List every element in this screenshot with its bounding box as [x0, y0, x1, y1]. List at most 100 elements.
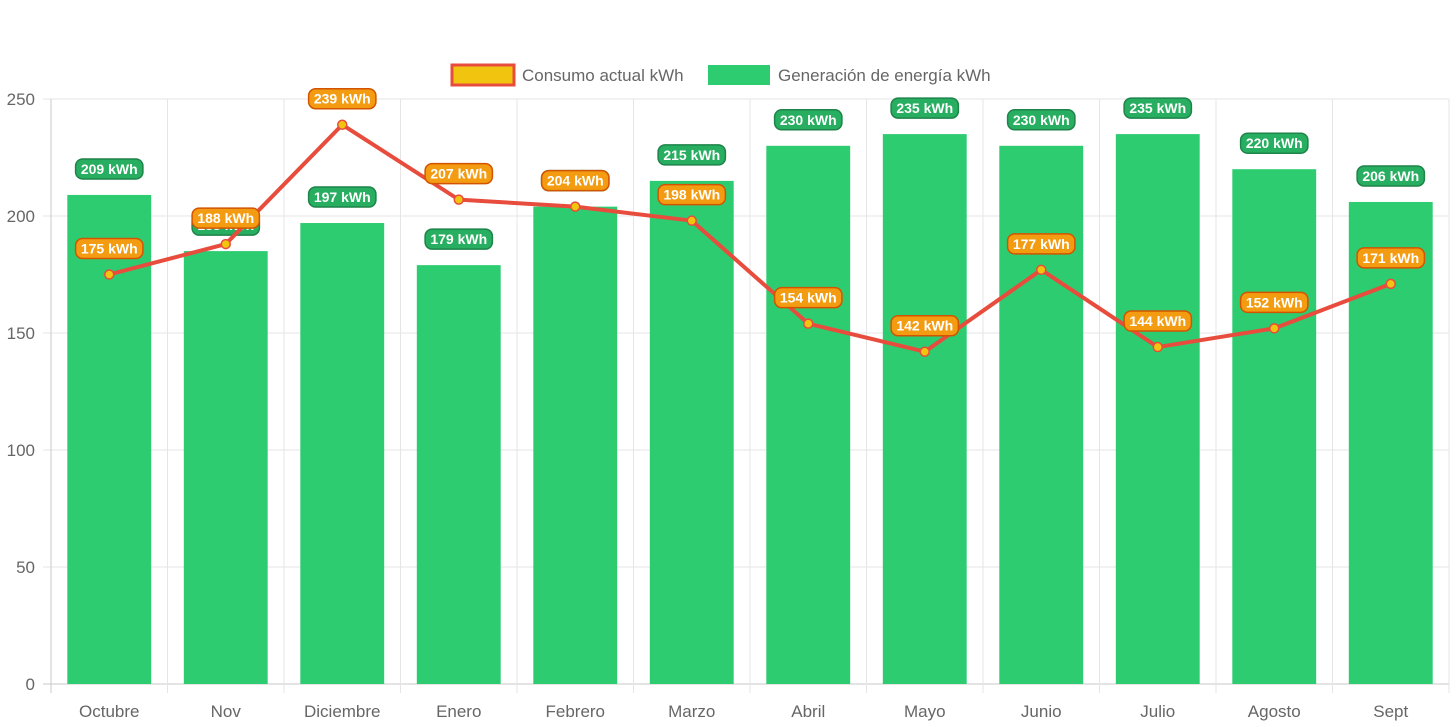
line-point[interactable] [1036, 264, 1047, 276]
line-value-label-text: 154 kWh [780, 290, 837, 306]
line-value-label-bg [191, 207, 261, 229]
line-value-label-text: 188 kWh [197, 210, 254, 226]
line-value-label-text: 142 kWh [896, 318, 953, 334]
bar-value-label-bg [1239, 132, 1309, 154]
y-tick-label: 100 [7, 441, 35, 460]
line-value-label-bg [1239, 291, 1309, 314]
line-value-label-text: 207 kWh [430, 166, 487, 182]
bar-value-label-text: 220 kWh [1246, 135, 1303, 151]
line-value-label: 175 kWh [74, 237, 144, 260]
bar[interactable] [533, 206, 618, 684]
bar-value-label-text: 215 kWh [663, 147, 720, 163]
line-value-label-bg [890, 314, 960, 337]
line-value-label: 171 kWh [1356, 247, 1426, 269]
chart-grid [43, 98, 1450, 693]
bar-value-label-text: 230 kWh [1013, 112, 1070, 128]
line-value-label-bg [773, 286, 843, 309]
x-tick-label: Sept [1373, 702, 1408, 721]
line-value-label-text: 175 kWh [81, 241, 138, 257]
bar-value-label-bg [424, 228, 494, 250]
legend-label-generacion[interactable]: Generación de energía kWh [778, 66, 991, 85]
bar-value-label-text: 209 kWh [81, 161, 138, 177]
bar[interactable] [766, 145, 851, 685]
bar-value-label: 197 kWh [307, 186, 377, 208]
bar[interactable] [649, 180, 734, 684]
legend-label-consumo[interactable]: Consumo actual kWh [522, 66, 684, 85]
line-value-label-text: 144 kWh [1129, 313, 1186, 329]
line-value-label: 154 kWh [773, 286, 843, 309]
line-point[interactable] [104, 269, 115, 280]
bar[interactable] [183, 251, 268, 684]
line-value-labels: 175 kWh 188 kWh 239 kWh 207 kWh 204 kWh 198 k… [74, 87, 1426, 337]
line-value-label: 152 kWh [1239, 291, 1309, 314]
x-axis: Octubre Nov Diciembre Enero Febrero Marzo Abri… [79, 702, 1408, 721]
legend-swatch-consumo[interactable] [450, 63, 516, 87]
bar-value-label-bg [1356, 165, 1426, 187]
line-value-label: 198 kWh [657, 183, 727, 206]
bar[interactable] [1115, 134, 1200, 685]
chart-legend[interactable]: Consumo actual kWh Generación de energía… [450, 63, 991, 87]
line-value-label-bg [540, 169, 610, 192]
bar[interactable] [300, 223, 385, 684]
bar-value-label-bg [1006, 109, 1076, 131]
bar[interactable] [999, 145, 1084, 685]
x-tick-label: Marzo [668, 702, 715, 721]
y-axis: 0 50 100 150 200 250 [7, 90, 35, 694]
line-point[interactable] [337, 119, 348, 130]
bar-value-label-text: 179 kWh [430, 231, 487, 247]
bar[interactable] [882, 134, 967, 685]
line-value-label: 239 kWh [307, 87, 377, 110]
bar-value-label: 179 kWh [424, 228, 494, 250]
line-value-label-bg [657, 183, 727, 206]
bar-value-label: 230 kWh [773, 109, 843, 131]
x-tick-label: Nov [211, 702, 242, 721]
x-tick-label: Enero [436, 702, 481, 721]
line-value-label-bg [1123, 310, 1193, 332]
line-point[interactable] [686, 215, 697, 226]
line-point[interactable] [919, 346, 930, 357]
bar-value-label: 220 kWh [1239, 132, 1309, 154]
line-point[interactable] [570, 201, 581, 212]
bar-series [67, 134, 1433, 685]
y-tick-label: 150 [7, 324, 35, 343]
line-point[interactable] [1152, 341, 1163, 353]
line-value-label: 142 kWh [890, 314, 960, 337]
line-value-label: 188 kWh [191, 207, 261, 229]
line-point[interactable] [1269, 323, 1280, 334]
x-tick-label: Mayo [904, 702, 946, 721]
bar-value-label: 235 kWh [1123, 97, 1193, 119]
x-tick-label: Abril [791, 702, 825, 721]
line-value-label-text: 171 kWh [1362, 250, 1419, 266]
bar-value-label: 215 kWh [657, 144, 727, 166]
bar-value-label: 206 kWh [1356, 165, 1426, 187]
bar-value-label-bg [890, 97, 960, 119]
line-point[interactable] [1385, 278, 1396, 290]
bar[interactable] [416, 265, 501, 684]
line-value-label-text: 177 kWh [1013, 236, 1070, 252]
line-point[interactable] [453, 194, 464, 205]
line-value-label-bg [1006, 233, 1076, 255]
bar[interactable] [1348, 201, 1433, 684]
x-tick-label: Agosto [1248, 702, 1301, 721]
y-tick-label: 0 [26, 675, 35, 694]
line-value-label-bg [307, 87, 377, 110]
x-tick-label: Octubre [79, 702, 139, 721]
line-value-label-bg [74, 237, 144, 260]
bar-value-label-bg [1123, 97, 1193, 119]
line-value-label-text: 204 kWh [547, 173, 604, 189]
x-tick-label: Junio [1021, 702, 1062, 721]
bar-value-label: 230 kWh [1006, 109, 1076, 131]
bar-value-label-text: 235 kWh [1129, 100, 1186, 116]
line-point[interactable] [220, 238, 231, 250]
bar-value-label-bg [74, 158, 144, 180]
x-tick-label: Febrero [545, 702, 605, 721]
line-value-label: 204 kWh [540, 169, 610, 192]
line-value-label-text: 198 kWh [663, 187, 720, 203]
line-point[interactable] [803, 318, 814, 329]
bar-value-label-text: 235 kWh [896, 100, 953, 116]
line-value-label: 144 kWh [1123, 310, 1193, 332]
legend-swatch-generacion[interactable] [708, 65, 770, 85]
bar[interactable] [1232, 169, 1317, 684]
bar-value-label: 209 kWh [74, 158, 144, 180]
x-tick-label: Diciembre [304, 702, 381, 721]
